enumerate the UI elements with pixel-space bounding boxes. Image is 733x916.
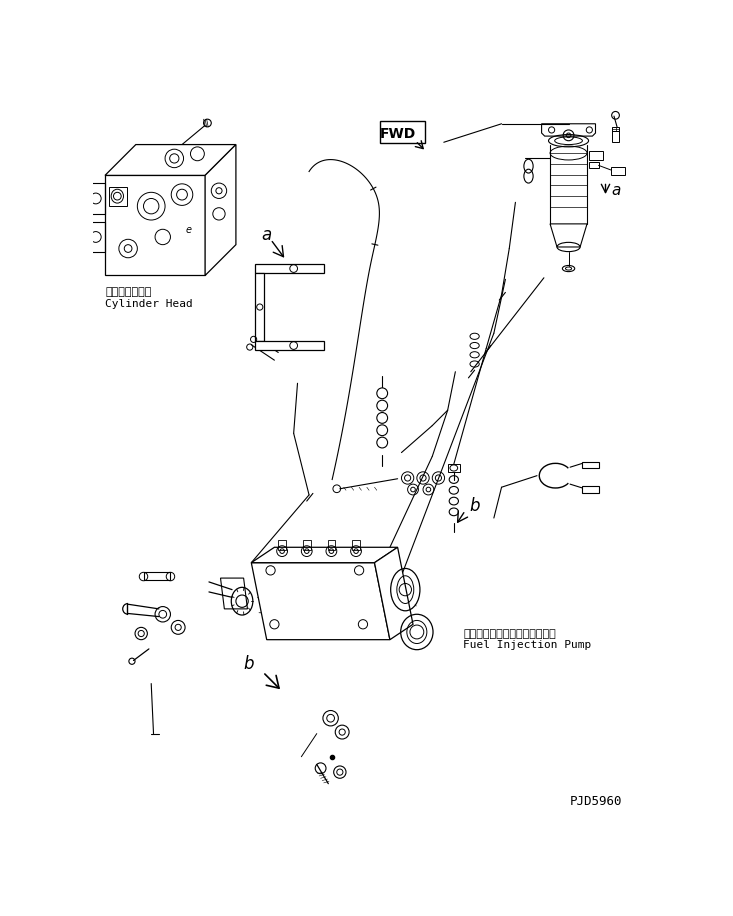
Polygon shape — [375, 547, 413, 639]
Polygon shape — [105, 145, 236, 175]
Text: b: b — [469, 497, 479, 516]
Polygon shape — [251, 547, 397, 562]
Text: シリンダヘッド: シリンダヘッド — [105, 287, 152, 297]
Bar — [380, 122, 424, 143]
Polygon shape — [255, 273, 265, 341]
Text: a: a — [262, 225, 272, 244]
Text: b: b — [243, 655, 254, 673]
Text: Cylinder Head: Cylinder Head — [105, 299, 193, 309]
Bar — [583, 462, 600, 468]
Bar — [448, 464, 460, 472]
Bar — [279, 540, 286, 550]
Text: FWD: FWD — [380, 126, 416, 141]
Polygon shape — [205, 145, 236, 276]
Bar — [352, 540, 360, 550]
Bar — [328, 540, 335, 550]
Text: e: e — [186, 225, 192, 235]
Polygon shape — [255, 264, 325, 273]
Polygon shape — [255, 341, 325, 350]
Text: フェルインジェクションポンプ: フェルインジェクションポンプ — [463, 628, 556, 638]
Bar — [611, 167, 625, 175]
Bar — [144, 572, 171, 581]
Text: a: a — [611, 183, 620, 198]
Bar — [303, 540, 311, 550]
Text: Fuel Injection Pump: Fuel Injection Pump — [463, 640, 592, 650]
Bar — [611, 126, 619, 132]
Bar — [583, 486, 600, 493]
Bar — [589, 151, 603, 160]
Bar — [613, 132, 619, 142]
Text: PJD5960: PJD5960 — [570, 795, 622, 808]
Bar — [589, 162, 599, 169]
Polygon shape — [105, 175, 205, 276]
Polygon shape — [251, 562, 390, 639]
